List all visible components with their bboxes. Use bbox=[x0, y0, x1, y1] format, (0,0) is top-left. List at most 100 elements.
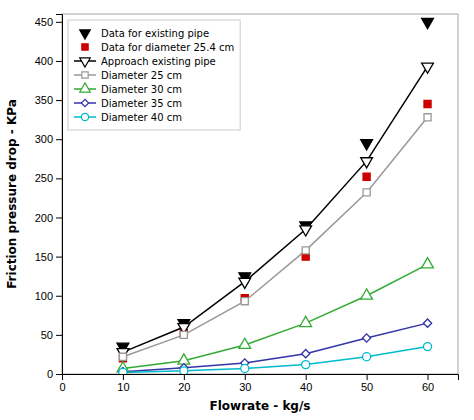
tick-mark bbox=[56, 374, 62, 375]
point bbox=[302, 350, 310, 358]
series-line bbox=[123, 347, 428, 373]
axis-line bbox=[63, 375, 459, 381]
point bbox=[300, 226, 312, 236]
point bbox=[241, 364, 249, 372]
tick-mark bbox=[56, 296, 62, 297]
chart: 0 10 20 30 40 50 60 0 50 100 150 200 250 300 350 400 450… bbox=[0, 0, 474, 420]
tick: 150 bbox=[35, 251, 62, 263]
tick-mark bbox=[428, 374, 429, 380]
point bbox=[239, 338, 251, 348]
tick-mark bbox=[56, 100, 62, 101]
tick: 300 bbox=[35, 133, 62, 145]
legend: Data for existing pipe Data for diameter … bbox=[68, 20, 240, 130]
point bbox=[300, 316, 312, 326]
point bbox=[178, 354, 190, 364]
legend-item: Data for diameter 25.4 cm bbox=[82, 42, 234, 53]
point bbox=[363, 353, 371, 361]
point bbox=[424, 100, 431, 107]
point bbox=[363, 173, 370, 180]
legend-item: Diameter 35 cm bbox=[74, 98, 182, 109]
legend-item: Approach existing pipe bbox=[74, 56, 216, 68]
tick-label: 50 bbox=[361, 381, 373, 393]
tick-label: 450 bbox=[35, 16, 53, 28]
point bbox=[180, 331, 187, 338]
legend-label: Diameter 35 cm bbox=[101, 98, 182, 109]
point bbox=[423, 319, 431, 327]
tick-label: 350 bbox=[35, 94, 53, 106]
tick: 20 bbox=[178, 374, 190, 393]
legend-label: Data for existing pipe bbox=[101, 28, 209, 39]
point bbox=[302, 361, 310, 369]
tick-mark bbox=[56, 61, 62, 62]
point bbox=[423, 343, 431, 351]
tick-label: 200 bbox=[35, 211, 53, 223]
legend-label: Data for diameter 25.4 cm bbox=[101, 42, 234, 53]
point bbox=[241, 298, 248, 305]
tick-label: 100 bbox=[35, 290, 53, 302]
tick-label: 250 bbox=[35, 172, 53, 184]
tick-label: 50 bbox=[41, 329, 53, 341]
tick-mark bbox=[306, 374, 307, 380]
tick-label: 0 bbox=[47, 368, 53, 380]
plot-frame bbox=[62, 14, 458, 374]
point bbox=[422, 63, 434, 73]
legend-marker bbox=[82, 44, 88, 50]
point bbox=[422, 258, 434, 268]
x-axis: 0 10 20 30 40 50 60 bbox=[59, 374, 458, 393]
point bbox=[180, 367, 188, 374]
legend-box bbox=[68, 20, 240, 130]
legend-marker bbox=[80, 30, 91, 39]
legend-item: Data for existing pipe bbox=[80, 28, 209, 40]
tick-label: 150 bbox=[35, 251, 53, 263]
point bbox=[422, 18, 434, 28]
tick-label: 20 bbox=[178, 381, 190, 393]
legend-marker bbox=[80, 83, 91, 92]
tick: 10 bbox=[117, 374, 129, 393]
tick-label: 10 bbox=[117, 381, 129, 393]
series-line bbox=[123, 264, 428, 368]
tick: 50 bbox=[361, 374, 373, 393]
series-line bbox=[123, 323, 428, 372]
point bbox=[361, 140, 373, 150]
tick: 30 bbox=[239, 374, 251, 393]
tick: 0 bbox=[47, 368, 62, 380]
tick-label: 30 bbox=[239, 381, 251, 393]
tick: 200 bbox=[35, 211, 62, 223]
tick-mark bbox=[184, 374, 185, 380]
legend-item: Diameter 30 cm bbox=[74, 83, 182, 95]
tick: 450 bbox=[35, 16, 62, 28]
x-axis-title: Flowrate - kg/s bbox=[210, 399, 311, 413]
tick-mark bbox=[367, 374, 368, 380]
legend-item: Diameter 25 cm bbox=[74, 70, 182, 81]
tick: 40 bbox=[300, 374, 312, 393]
point bbox=[361, 289, 373, 299]
tick-label: 60 bbox=[422, 381, 434, 393]
plot: 0 10 20 30 40 50 60 0 50 100 150 200 250 300 350 400 450… bbox=[35, 14, 459, 393]
tick-mark bbox=[56, 257, 62, 258]
legend-label: Diameter 30 cm bbox=[101, 84, 182, 95]
legend-marker bbox=[81, 99, 88, 106]
y-axis: 0 50 100 150 200 250 300 350 400 450 bbox=[35, 15, 63, 381]
legend-item: Diameter 40 cm bbox=[74, 112, 182, 123]
point bbox=[302, 247, 309, 254]
legend-marker bbox=[80, 58, 91, 67]
tick-label: 0 bbox=[59, 381, 65, 393]
tick: 100 bbox=[35, 290, 62, 302]
legend-label: Approach existing pipe bbox=[101, 56, 216, 67]
tick-mark bbox=[56, 22, 62, 23]
y-axis-title: Friction pressure drop - KPa bbox=[5, 99, 19, 289]
point bbox=[361, 158, 373, 168]
point bbox=[119, 368, 127, 374]
tick: 250 bbox=[35, 172, 62, 184]
tick-mark bbox=[123, 374, 124, 380]
legend-marker bbox=[81, 113, 88, 120]
legend-label: Diameter 40 cm bbox=[101, 112, 182, 123]
point bbox=[119, 368, 127, 374]
point bbox=[362, 334, 370, 342]
tick-label: 400 bbox=[35, 55, 53, 67]
legend-marker bbox=[82, 72, 88, 78]
point bbox=[363, 189, 370, 196]
tick-label: 300 bbox=[35, 133, 53, 145]
legend-label: Diameter 25 cm bbox=[101, 70, 182, 81]
tick-mark bbox=[56, 139, 62, 140]
